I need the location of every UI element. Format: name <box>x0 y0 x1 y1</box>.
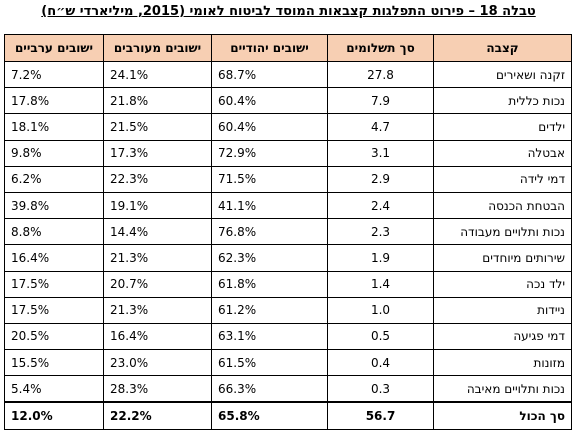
cell-category: הבטחת הכנסה <box>433 191 572 220</box>
table-row: נכות כללית 7.9 60.4% 21.8% 17.8% <box>4 87 572 115</box>
cell-mixed: 22.3% <box>103 165 212 193</box>
cell-arab: 6.2% <box>4 165 104 193</box>
header-mixed: ישובים מעורבים <box>103 34 212 62</box>
cell-arab: 7.2% <box>4 60 104 89</box>
cell-payments: 1.9 <box>327 244 434 272</box>
cell-arab: 8.8% <box>4 218 104 246</box>
cell-arab: 20.5% <box>4 322 104 351</box>
cell-arab: 17.8% <box>4 87 104 115</box>
total-jewish: 65.8% <box>211 401 328 430</box>
cell-mixed: 17.3% <box>103 139 212 167</box>
total-arab: 12.0% <box>4 401 104 430</box>
cell-mixed: 21.3% <box>103 296 212 324</box>
total-row: סך הכול 56.7 65.8% 22.2% 12.0% <box>4 401 572 430</box>
cell-jewish: 61.5% <box>211 349 328 377</box>
cell-payments: 1.0 <box>327 296 434 324</box>
cell-jewish: 62.3% <box>211 244 328 272</box>
cell-arab: 18.1% <box>4 113 104 141</box>
cell-payments: 2.4 <box>327 191 434 220</box>
table-row: ניידות 1.0 61.2% 21.3% 17.5% <box>4 296 572 324</box>
table-row: ילדים 4.7 60.4% 21.5% 18.1% <box>4 113 572 141</box>
cell-payments: 2.9 <box>327 165 434 193</box>
cell-mixed: 21.8% <box>103 87 212 115</box>
cell-payments: 0.4 <box>327 349 434 377</box>
cell-jewish: 66.3% <box>211 375 328 403</box>
total-mixed: 22.2% <box>103 401 212 430</box>
table-row: הבטחת הכנסה 2.4 41.1% 19.1% 39.8% <box>4 191 572 220</box>
cell-category: מזונות <box>433 349 572 377</box>
table-row: מזונות 0.4 61.5% 23.0% 15.5% <box>4 349 572 377</box>
header-category: קצבה <box>433 34 572 62</box>
cell-jewish: 61.8% <box>211 270 328 298</box>
cell-jewish: 61.2% <box>211 296 328 324</box>
cell-mixed: 20.7% <box>103 270 212 298</box>
cell-jewish: 41.1% <box>211 191 328 220</box>
table-row: דמי לידה 2.9 71.5% 22.3% 6.2% <box>4 165 572 193</box>
total-payments: 56.7 <box>327 401 434 430</box>
benefits-distribution-table: קצבה סך תשלומים ישובים יהודיים ישובים מע… <box>4 34 572 430</box>
cell-jewish: 72.9% <box>211 139 328 167</box>
cell-category: ילד נכה <box>433 270 572 298</box>
cell-payments: 3.1 <box>327 139 434 167</box>
header-arab: ישובים ערביים <box>4 34 104 62</box>
cell-mixed: 21.5% <box>103 113 212 141</box>
cell-payments: 1.4 <box>327 270 434 298</box>
table-row: שירותים מיוחדים 1.9 62.3% 21.3% 16.4% <box>4 244 572 272</box>
table-row: זקנה ושאירים 27.8 68.7% 24.1% 7.2% <box>4 60 572 89</box>
cell-category: נכות כללית <box>433 87 572 115</box>
cell-category: נכות ותלויים מאיבה <box>433 375 572 403</box>
cell-mixed: 23.0% <box>103 349 212 377</box>
cell-category: ניידות <box>433 296 572 324</box>
cell-arab: 16.4% <box>4 244 104 272</box>
cell-payments: 27.8 <box>327 60 434 89</box>
header-payments: סך תשלומים <box>327 34 434 62</box>
cell-jewish: 60.4% <box>211 87 328 115</box>
cell-category: שירותים מיוחדים <box>433 244 572 272</box>
cell-category: דמי פגיעה <box>433 322 572 351</box>
cell-mixed: 19.1% <box>103 191 212 220</box>
cell-mixed: 21.3% <box>103 244 212 272</box>
cell-category: דמי לידה <box>433 165 572 193</box>
cell-mixed: 16.4% <box>103 322 212 351</box>
table-row: נכות ותלויים מעבודה 2.3 76.8% 14.4% 8.8% <box>4 218 572 246</box>
cell-mixed: 24.1% <box>103 60 212 89</box>
header-jewish: ישובים יהודיים <box>211 34 328 62</box>
table-row: דמי פגיעה 0.5 63.1% 16.4% 20.5% <box>4 322 572 351</box>
cell-arab: 15.5% <box>4 349 104 377</box>
cell-jewish: 60.4% <box>211 113 328 141</box>
total-category: סך הכול <box>433 401 572 430</box>
header-row: קצבה סך תשלומים ישובים יהודיים ישובים מע… <box>4 34 572 62</box>
cell-category: זקנה ושאירים <box>433 60 572 89</box>
cell-mixed: 14.4% <box>103 218 212 246</box>
cell-arab: 9.8% <box>4 139 104 167</box>
cell-jewish: 76.8% <box>211 218 328 246</box>
cell-arab: 17.5% <box>4 270 104 298</box>
cell-jewish: 71.5% <box>211 165 328 193</box>
table-row: ילד נכה 1.4 61.8% 20.7% 17.5% <box>4 270 572 298</box>
cell-jewish: 63.1% <box>211 322 328 351</box>
cell-arab: 17.5% <box>4 296 104 324</box>
cell-payments: 0.5 <box>327 322 434 351</box>
table-row: אבטלה 3.1 72.9% 17.3% 9.8% <box>4 139 572 167</box>
cell-jewish: 68.7% <box>211 60 328 89</box>
cell-payments: 4.7 <box>327 113 434 141</box>
cell-payments: 7.9 <box>327 87 434 115</box>
table-row: נכות ותלויים מאיבה 0.3 66.3% 28.3% 5.4% <box>4 375 572 403</box>
cell-category: נכות ותלויים מעבודה <box>433 218 572 246</box>
cell-mixed: 28.3% <box>103 375 212 403</box>
cell-category: אבטלה <box>433 139 572 167</box>
cell-payments: 2.3 <box>327 218 434 246</box>
table-caption: טבלה 18 – פירוט התפלגות קצבאות המוסד לבי… <box>41 4 536 19</box>
cell-arab: 39.8% <box>4 191 104 220</box>
cell-payments: 0.3 <box>327 375 434 403</box>
cell-category: ילדים <box>433 113 572 141</box>
cell-arab: 5.4% <box>4 375 104 403</box>
